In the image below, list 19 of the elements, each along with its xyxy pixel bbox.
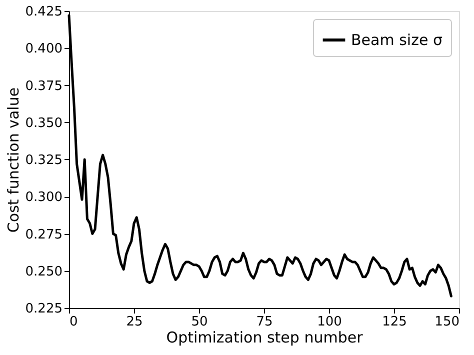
y-tick-label: 0.400 bbox=[25, 42, 62, 57]
y-tick-label: 0.250 bbox=[25, 264, 62, 280]
x-axis-title: Optimization step number bbox=[166, 328, 364, 346]
x-tick-label: 100 bbox=[317, 314, 342, 330]
y-tick-label: 0.350 bbox=[25, 116, 62, 131]
x-tick-label: 0 bbox=[70, 314, 78, 330]
y-tick-label: 0.325 bbox=[25, 153, 62, 168]
x-tick-label: 150 bbox=[434, 314, 460, 330]
legend-label: Beam size σ bbox=[351, 31, 443, 49]
y-tick-label: 0.375 bbox=[25, 78, 62, 94]
x-tick-label: 75 bbox=[256, 314, 273, 330]
y-tick-label: 0.300 bbox=[25, 190, 62, 206]
y-tick-label: 0.225 bbox=[25, 302, 62, 316]
y-tick-label: 0.275 bbox=[25, 227, 62, 242]
x-tick-label: 50 bbox=[191, 314, 208, 330]
y-axis-title: Cost function value bbox=[4, 87, 22, 233]
x-tick-label: 25 bbox=[126, 314, 143, 330]
x-tick-label: 125 bbox=[382, 314, 407, 330]
y-tick-label: 0.425 bbox=[25, 4, 62, 20]
